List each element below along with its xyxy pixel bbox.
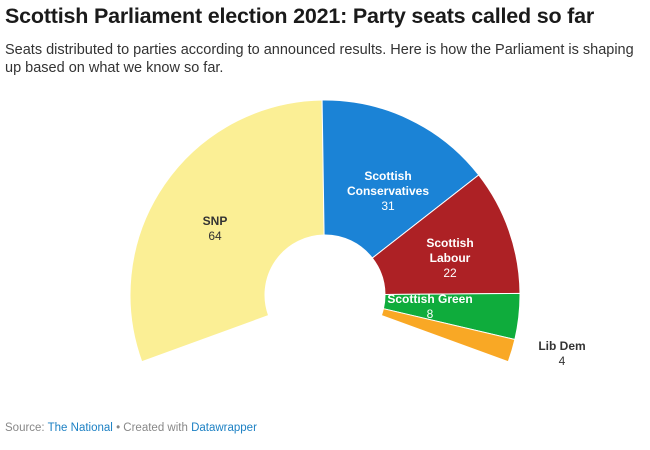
slice-label: Scottish Conservatives <box>347 169 429 198</box>
slice-lib-dem <box>380 308 516 363</box>
created-label: Created with <box>123 422 188 434</box>
slice-value: 8 <box>427 307 434 321</box>
source-label: Source: <box>5 422 45 434</box>
slice-snp <box>129 99 325 363</box>
slice-value: 64 <box>208 229 222 243</box>
slice-value: 31 <box>381 199 395 213</box>
slice-label: SNP <box>203 214 228 228</box>
slice-value: 22 <box>443 266 457 280</box>
footer: Source: The National • Created with Data… <box>5 422 257 434</box>
chart-title: Scottish Parliament election 2021: Party… <box>5 4 595 28</box>
datawrapper-link[interactable]: Datawrapper <box>191 422 257 434</box>
chart-subtitle: Seats distributed to parties according t… <box>5 42 634 76</box>
slice-label: Scottish Green <box>387 292 472 306</box>
source-link[interactable]: The National <box>47 422 113 434</box>
slice-scottish-conservatives <box>321 99 480 259</box>
separator: • <box>116 422 121 434</box>
slice-value: 4 <box>559 354 566 368</box>
slice-label: Lib Dem <box>538 339 585 353</box>
slice-label: Scottish Labour <box>426 236 473 265</box>
